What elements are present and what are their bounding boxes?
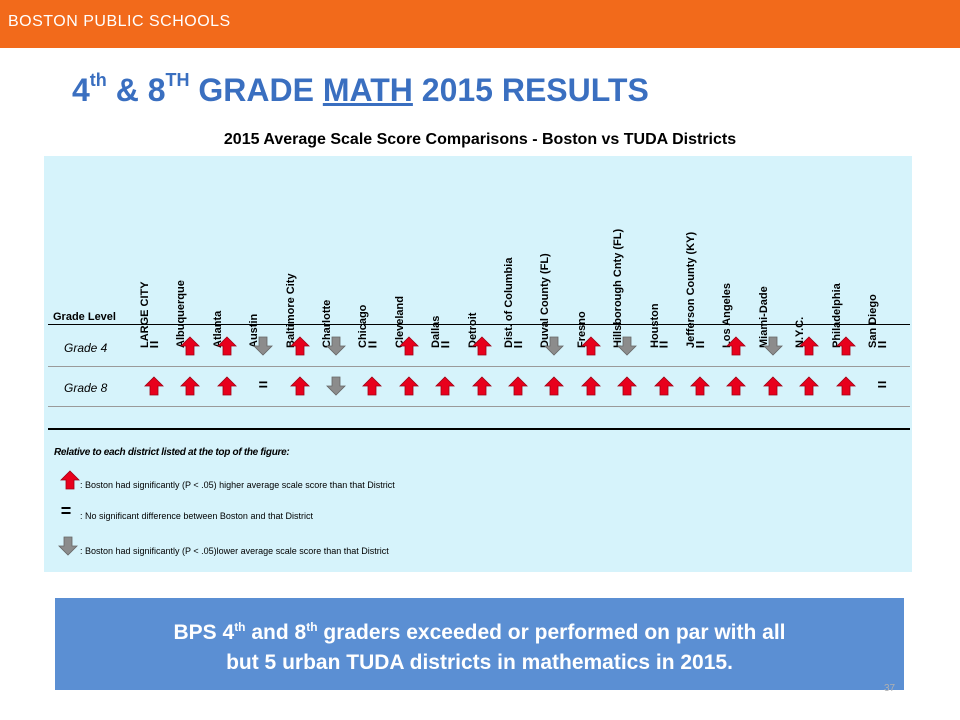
- down-arrow-icon: [253, 336, 274, 356]
- up-arrow-icon: [471, 376, 492, 396]
- up-arrow-icon: [216, 336, 237, 356]
- up-arrow-icon: [289, 336, 310, 356]
- down-arrow-icon: [326, 336, 346, 356]
- equal-sign-icon: =: [695, 337, 705, 354]
- up-arrow-icon: [398, 336, 419, 356]
- up-arrow-icon: [762, 376, 783, 396]
- organization-name: BOSTON PUBLIC SCHOOLS: [8, 13, 231, 30]
- district-header-label: Duval County (FL): [539, 253, 552, 348]
- district-header-label: Jefferson County (KY): [685, 231, 697, 348]
- up-arrow-icon: [180, 376, 201, 396]
- up-arrow-icon: [435, 376, 456, 396]
- up-arrow-icon: [726, 376, 747, 396]
- equal-sign-icon: =: [513, 337, 523, 354]
- slide-number: 37: [884, 683, 896, 694]
- down-arrow-icon: [617, 336, 638, 356]
- up-arrow-icon: [216, 376, 237, 396]
- chart-title: 2015 Average Scale Score Comparisons - B…: [223, 131, 737, 148]
- up-arrow-icon: [508, 376, 528, 396]
- equal-sign-icon: =: [658, 337, 669, 354]
- up-arrow-icon: [690, 376, 710, 396]
- legend-heading: Relative to each district listed at the …: [54, 447, 290, 458]
- up-arrow-icon: [144, 376, 164, 396]
- up-arrow-icon: [580, 376, 601, 396]
- top-banner: BOSTON PUBLIC SCHOOLS: [0, 0, 960, 48]
- up-arrow-icon: [180, 336, 201, 356]
- up-arrow-icon: [398, 376, 419, 396]
- row-divider: [48, 366, 910, 367]
- equal-sign-icon: =: [367, 337, 378, 354]
- up-arrow-icon: [362, 376, 383, 396]
- legend-lower-text: : Boston had significantly (P < .05)lowe…: [80, 546, 389, 556]
- header-divider: [48, 324, 910, 325]
- legend-up-arrow-icon: [60, 470, 80, 490]
- up-arrow-icon: [617, 376, 638, 396]
- legend-equal-text: : No significant difference between Bost…: [80, 511, 313, 521]
- district-header-label: Dist. of Columbia: [503, 257, 515, 348]
- equal-sign-icon: =: [258, 377, 268, 394]
- up-arrow-icon: [471, 336, 492, 356]
- equal-sign-icon: =: [440, 337, 450, 354]
- equal-sign-icon: =: [877, 337, 887, 354]
- up-arrow-icon: [726, 336, 747, 356]
- comparison-panel: [44, 156, 912, 572]
- down-arrow-icon: [326, 376, 346, 396]
- equal-sign-icon: =: [149, 337, 159, 354]
- table-bottom-divider: [48, 428, 910, 430]
- legend-higher-text: : Boston had significantly (P < .05) hig…: [80, 480, 395, 490]
- up-arrow-icon: [799, 336, 820, 356]
- up-arrow-icon: [653, 376, 674, 396]
- down-arrow-icon: [762, 336, 783, 356]
- district-header-label: Hillsborough Cnty (FL): [612, 228, 625, 348]
- row-divider: [48, 406, 910, 407]
- underlined-subject: MATH: [322, 72, 413, 108]
- legend-down-arrow-icon: [58, 536, 78, 556]
- up-arrow-icon: [835, 336, 856, 356]
- slide-title: 4th & 8TH GRADE MATH 2015 RESULTS: [72, 70, 649, 108]
- up-arrow-icon: [835, 376, 856, 396]
- legend-equal-icon: =: [60, 501, 72, 521]
- up-arrow-icon: [580, 336, 601, 356]
- row-label-grade-8: Grade 8: [64, 381, 108, 395]
- equal-sign-icon: =: [877, 377, 887, 394]
- down-arrow-icon: [544, 336, 565, 356]
- up-arrow-icon: [544, 376, 565, 396]
- up-arrow-icon: [289, 376, 310, 396]
- grade-level-header: Grade Level: [53, 311, 116, 323]
- up-arrow-icon: [799, 376, 820, 396]
- row-label-grade-4: Grade 4: [64, 341, 108, 355]
- summary-callout: BPS 4th and 8th graders exceeded or perf…: [55, 598, 904, 690]
